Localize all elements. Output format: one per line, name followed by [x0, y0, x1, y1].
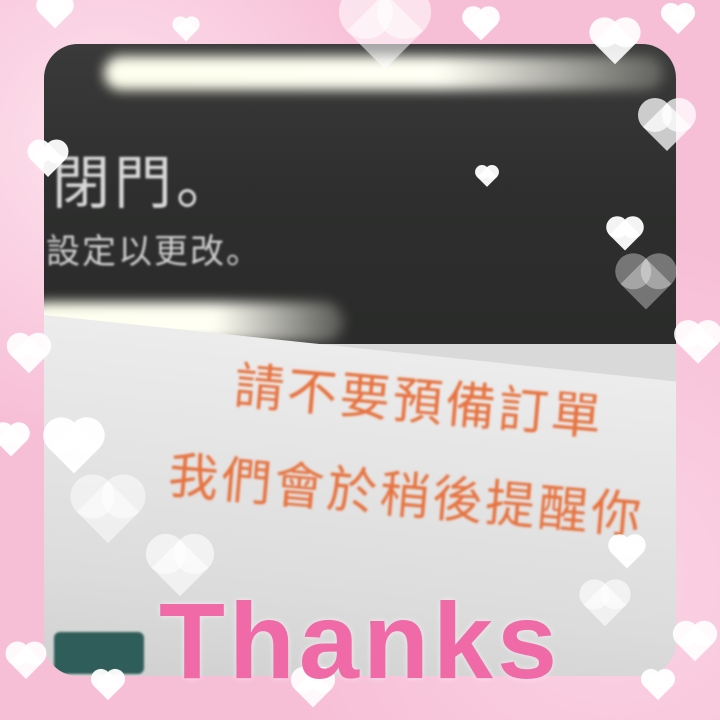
green-badge [54, 632, 144, 674]
top-text-line2: 設定以更改。 [46, 232, 262, 272]
thanks-caption: Thanks [158, 580, 562, 701]
top-text-line1: 閉門。 [52, 149, 239, 217]
photo: 閉門。 設定以更改。 請不要預備訂單 我們會於稍後提醒你 [44, 44, 676, 676]
dark-screen-area [44, 44, 676, 344]
